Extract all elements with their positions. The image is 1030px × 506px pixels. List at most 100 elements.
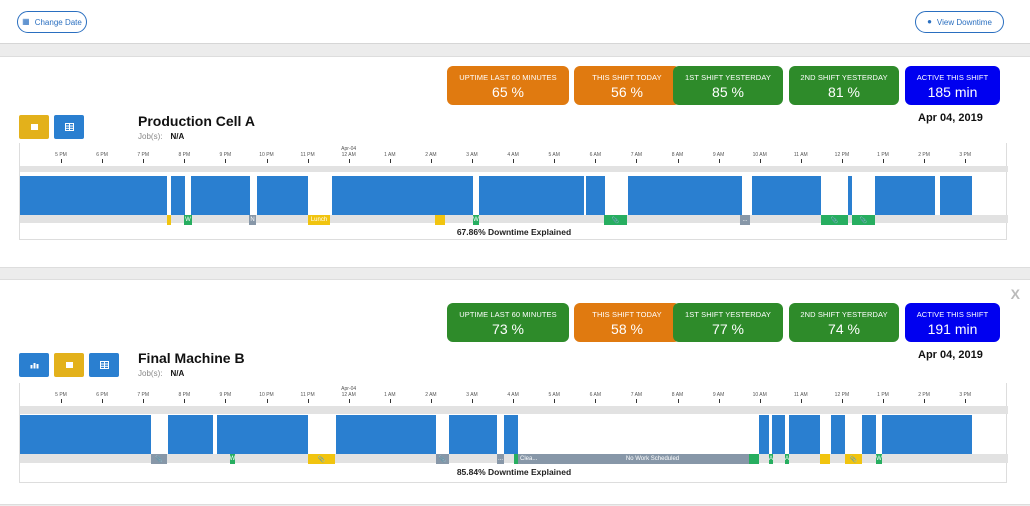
axis-hour-label: 4 AM [507, 152, 519, 158]
axis-tick [307, 399, 309, 403]
uptime-segment[interactable] [848, 176, 852, 215]
downtime-marker[interactable]: 📎 [852, 215, 875, 225]
stat-label: UPTIME LAST 60 MINUTES [459, 310, 557, 319]
stat-value: 65 % [492, 84, 524, 100]
downtime-marker[interactable]: Lunch [308, 215, 330, 225]
axis-hour-label: 8 PM [178, 392, 191, 398]
downtime-marker[interactable]: W [230, 454, 235, 464]
downtime-marker[interactable]: No Work Scheduled [556, 454, 749, 464]
stat-value: 185 min [927, 84, 978, 100]
chart-button[interactable] [19, 353, 49, 377]
jobs-value: N/A [170, 369, 185, 378]
uptime-segment[interactable] [772, 415, 785, 454]
uptime-segment[interactable] [20, 415, 151, 454]
downtime-marker[interactable]: A [785, 454, 789, 464]
axis-hour-label: 11 PM [300, 392, 315, 398]
uptime-segment[interactable] [445, 176, 473, 215]
axis-tick [102, 399, 104, 403]
notes-button[interactable] [54, 353, 84, 377]
uptime-segment[interactable] [336, 415, 436, 454]
axis-tick [143, 399, 145, 403]
axis-tick [61, 399, 62, 403]
stat-label: 1ST SHIFT YESTERDAY [685, 73, 771, 82]
downtime-marker[interactable]: ... [497, 454, 504, 464]
uptime-segment[interactable] [940, 176, 972, 215]
close-button[interactable]: X [1010, 286, 1020, 302]
stat-label: 2ND SHIFT YESTERDAY [800, 310, 888, 319]
uptime-segment[interactable] [449, 415, 497, 454]
downtime-marker[interactable] [514, 454, 518, 464]
stat-value: 77 % [712, 321, 744, 337]
downtime-marker[interactable]: N [249, 215, 256, 225]
uptime-segment[interactable] [831, 415, 845, 454]
axis-hour-label: 12 AM [341, 152, 356, 158]
stat-2nd-shift-yesterday: 2ND SHIFT YESTERDAY 81 % [789, 66, 899, 105]
change-date-label: Change Date [34, 17, 82, 27]
uptime-segment[interactable] [257, 176, 308, 215]
change-date-button[interactable]: ▦ Change Date [17, 11, 87, 33]
notes-button[interactable] [19, 115, 49, 139]
axis-hour-label: 9 PM [219, 392, 232, 398]
downtime-marker[interactable]: W [473, 215, 479, 225]
stat-value: 56 % [611, 84, 643, 100]
uptime-segment[interactable] [862, 415, 876, 454]
uptime-segment[interactable] [171, 176, 185, 215]
axis-hour-label: 3 PM [959, 152, 972, 158]
axis-tick [718, 159, 720, 163]
downtime-marker[interactable]: 📎 [308, 454, 335, 464]
uptime-segment[interactable] [789, 415, 820, 454]
uptime-segment[interactable] [191, 176, 250, 215]
paperclip-icon: 📎 [317, 456, 326, 463]
downtime-marker[interactable]: 📎 [151, 454, 167, 464]
stat-this-shift-today: THIS SHIFT TODAY 58 % [574, 303, 680, 342]
axis-tick [595, 159, 597, 163]
stat-value: 85 % [712, 84, 744, 100]
uptime-segment[interactable] [875, 176, 935, 215]
downtime-marker[interactable]: W [876, 454, 882, 464]
uptime-segment[interactable] [628, 176, 742, 215]
downtime-marker[interactable] [435, 215, 445, 225]
jobs-line: Job(s): N/A [138, 132, 184, 141]
downtime-marker[interactable]: 📎 [436, 454, 449, 464]
downtime-marker[interactable]: A [769, 454, 773, 464]
downtime-marker[interactable]: ... [740, 215, 750, 225]
uptime-segment[interactable] [586, 176, 605, 215]
downtime-marker[interactable]: 📎 [845, 454, 862, 464]
clock-icon: ● [927, 17, 932, 26]
table-button[interactable] [89, 353, 119, 377]
view-downtime-button[interactable]: ● View Downtime [915, 11, 1004, 33]
note-icon [65, 362, 73, 368]
view-downtime-label: View Downtime [936, 17, 992, 27]
axis-tick [389, 399, 391, 403]
uptime-segment[interactable] [20, 176, 167, 215]
axis-tick [348, 159, 350, 163]
downtime-marker[interactable] [749, 454, 759, 464]
axis-tick [636, 159, 638, 163]
uptime-segment[interactable] [217, 415, 308, 454]
uptime-segment[interactable] [752, 176, 821, 215]
downtime-marker[interactable]: W [184, 215, 192, 225]
axis-hour-label: 2 AM [425, 392, 437, 398]
axis-hour-label: 6 PM [96, 152, 108, 158]
axis-hour-label: 1 AM [384, 152, 396, 158]
uptime-segment[interactable] [759, 415, 769, 454]
table-button[interactable] [54, 115, 84, 139]
uptime-timeline: 5 PM 6 PM 7 PM 8 PM 9 PM 10 PM 11 PM 12 AM 1 AM 2… [19, 383, 1008, 483]
axis-tick [636, 399, 638, 403]
uptime-segment[interactable] [332, 176, 445, 215]
downtime-marker[interactable]: 📎 [821, 215, 848, 225]
uptime-segment[interactable] [479, 176, 584, 215]
table-icon [64, 123, 74, 131]
calendar-icon: ▦ [22, 17, 30, 26]
uptime-segment[interactable] [504, 415, 518, 454]
uptime-segment[interactable] [882, 415, 972, 454]
current-date: Apr 04, 2019 [918, 112, 983, 124]
axis-hour-label: 10 PM [259, 392, 274, 398]
downtime-marker[interactable] [820, 454, 830, 464]
downtime-marker[interactable] [167, 215, 171, 225]
axis-hour-label: 3 AM [466, 392, 478, 398]
paperclip-icon: 📎 [830, 217, 839, 224]
downtime-marker[interactable]: 📎 [604, 215, 627, 225]
uptime-segment[interactable] [168, 415, 213, 454]
downtime-marker[interactable]: Clea... [518, 454, 556, 464]
